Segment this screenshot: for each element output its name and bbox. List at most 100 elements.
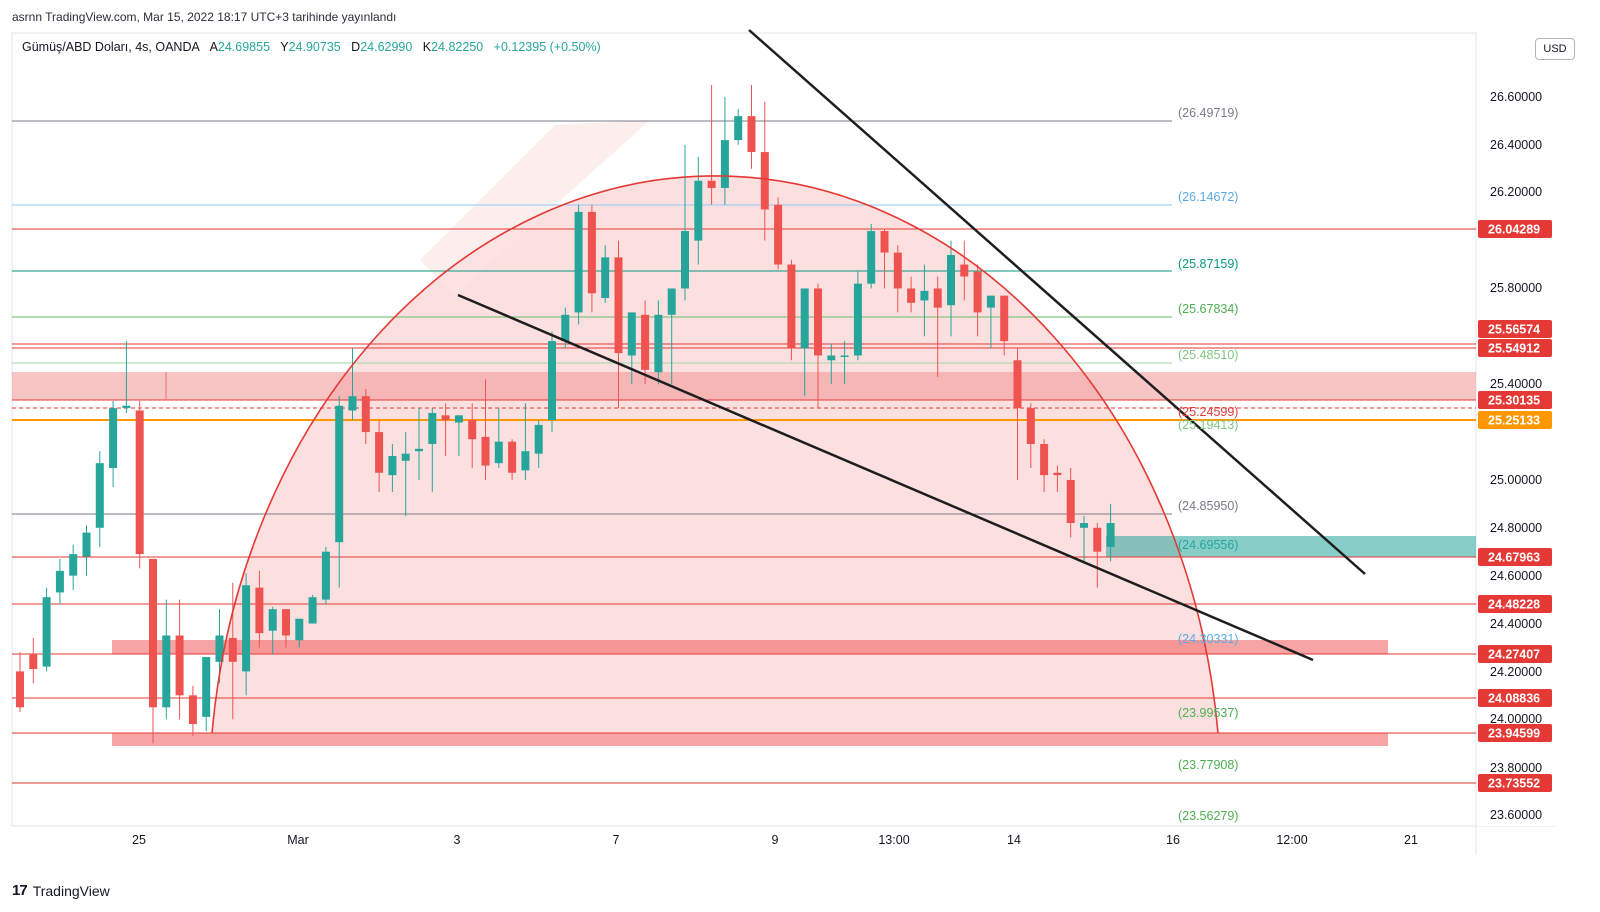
change-value: +0.12395 (+0.50%): [493, 40, 601, 54]
x-tick-label: 9: [772, 833, 779, 847]
price-tags: 26.04289 25.56574 25.54912 25.30135 25.25133…: [1478, 220, 1552, 792]
candle-body: [521, 451, 530, 471]
fib-label: (23.77908): [1178, 758, 1238, 772]
candle-body: [947, 254, 955, 306]
candle-body: [82, 532, 91, 557]
candle-body: [295, 618, 304, 641]
price-tag-bg: [1478, 548, 1552, 566]
candle-body: [667, 288, 676, 315]
candle-body: [388, 456, 397, 476]
price-tag-label: 25.30135: [1488, 394, 1540, 408]
price-tag-bg: [1478, 339, 1552, 357]
price-tag-label: 24.67963: [1488, 551, 1540, 565]
y-tick-label: 25.40000: [1490, 377, 1542, 391]
candle-body: [548, 341, 556, 421]
published-note: asrnn TradingView.com, Mar 15, 2022 18:1…: [12, 10, 397, 24]
support-zone-teal: [1106, 536, 1476, 557]
candle-body: [1000, 295, 1009, 342]
tradingview-logo-text: TradingView: [32, 882, 110, 899]
price-tag-bg: [1478, 411, 1552, 429]
low-value: 24.62990: [360, 40, 413, 54]
y-tick-label: 23.80000: [1490, 761, 1542, 775]
tradingview-logo-icon: 17: [12, 882, 28, 899]
x-tick-label: 3: [454, 833, 461, 847]
support-zone-2: [112, 733, 1388, 746]
candle-body: [920, 290, 929, 301]
candle-body: [242, 585, 251, 672]
x-tick-label: 7: [613, 833, 620, 847]
candle-body: [853, 283, 862, 356]
candle-body: [375, 432, 384, 473]
candle-body: [69, 554, 78, 576]
candle-body: [55, 570, 64, 593]
x-tick-label: 12:00: [1276, 833, 1307, 847]
tradingview-logo[interactable]: 17 TradingView: [12, 882, 110, 899]
price-tag-bg: [1478, 724, 1552, 742]
trendline-upper[interactable]: [748, 29, 1366, 575]
candle-body: [893, 252, 902, 289]
candle-body: [641, 314, 650, 370]
candle-body: [867, 231, 876, 284]
candle-body: [282, 609, 290, 636]
candle-body: [654, 314, 663, 373]
candle-body: [1013, 360, 1022, 409]
price-tag-label: 23.73552: [1488, 777, 1540, 791]
candle-body: [720, 140, 729, 188]
candles: [16, 85, 1115, 744]
candle-body: [16, 671, 24, 708]
high-key: Y: [280, 40, 289, 54]
price-tag-label: 24.27407: [1488, 648, 1540, 662]
candle-body: [95, 463, 104, 528]
candle-body: [1106, 523, 1115, 547]
candle-body: [933, 288, 942, 308]
fib-label: (25.24599): [1178, 405, 1238, 419]
y-tick-label: 26.20000: [1490, 185, 1542, 199]
y-tick-label: 24.40000: [1490, 617, 1542, 631]
candle-body: [162, 635, 171, 708]
y-tick-label: 24.60000: [1490, 569, 1542, 583]
candle-body: [454, 415, 463, 423]
currency-button[interactable]: USD: [1535, 38, 1575, 60]
symbol-label[interactable]: Gümüş/ABD Doları, 4s, OANDA: [22, 40, 200, 54]
open-value: 24.69855: [217, 40, 271, 54]
candle-body: [361, 396, 370, 433]
arc-outline: [211, 175, 1219, 734]
candle-body: [109, 408, 118, 468]
candle-body: [321, 551, 330, 600]
candle-body: [335, 405, 344, 543]
price-tag-label: 25.56574: [1488, 323, 1540, 337]
candle-body: [534, 424, 543, 454]
candle-body: [42, 597, 51, 667]
wedge-fill: [420, 120, 650, 295]
candle-body: [188, 695, 197, 725]
fib-label: (26.14672): [1178, 190, 1238, 204]
high-value: 24.90735: [288, 40, 341, 54]
x-tick-label: 21: [1404, 833, 1418, 847]
candle-body: [880, 231, 889, 253]
fib-label: (24.69556): [1178, 538, 1238, 552]
candle-body: [308, 597, 317, 624]
y-axis-ticks: 26.60000 26.40000 26.20000 25.80000 25.4…: [1490, 90, 1542, 822]
candle-body: [1053, 472, 1062, 476]
close-value: 24.82250: [431, 40, 484, 54]
fib-label: (25.19413): [1178, 418, 1238, 432]
trendline-lower[interactable]: [457, 293, 1314, 662]
candle-body: [907, 288, 916, 303]
candle-body: [787, 264, 796, 349]
candle-body: [415, 448, 423, 452]
candle-body: [202, 657, 211, 717]
ohlc-legend: Gümüş/ABD Doları, 4s, OANDA A24.69855 Y2…: [22, 40, 601, 54]
price-tag-label: 26.04289: [1488, 223, 1540, 237]
candle-body: [508, 441, 517, 473]
candle-body: [800, 288, 809, 349]
fib-label: (25.67834): [1178, 302, 1238, 316]
candle-body: [760, 152, 769, 210]
x-tick-label: 16: [1166, 833, 1180, 847]
candle-body: [587, 211, 596, 294]
candle-body: [255, 587, 264, 634]
plot-area: [11, 32, 1477, 827]
y-tick-label: 24.80000: [1490, 521, 1542, 535]
fib-label: (23.99537): [1178, 706, 1238, 720]
candle-body: [135, 410, 144, 555]
